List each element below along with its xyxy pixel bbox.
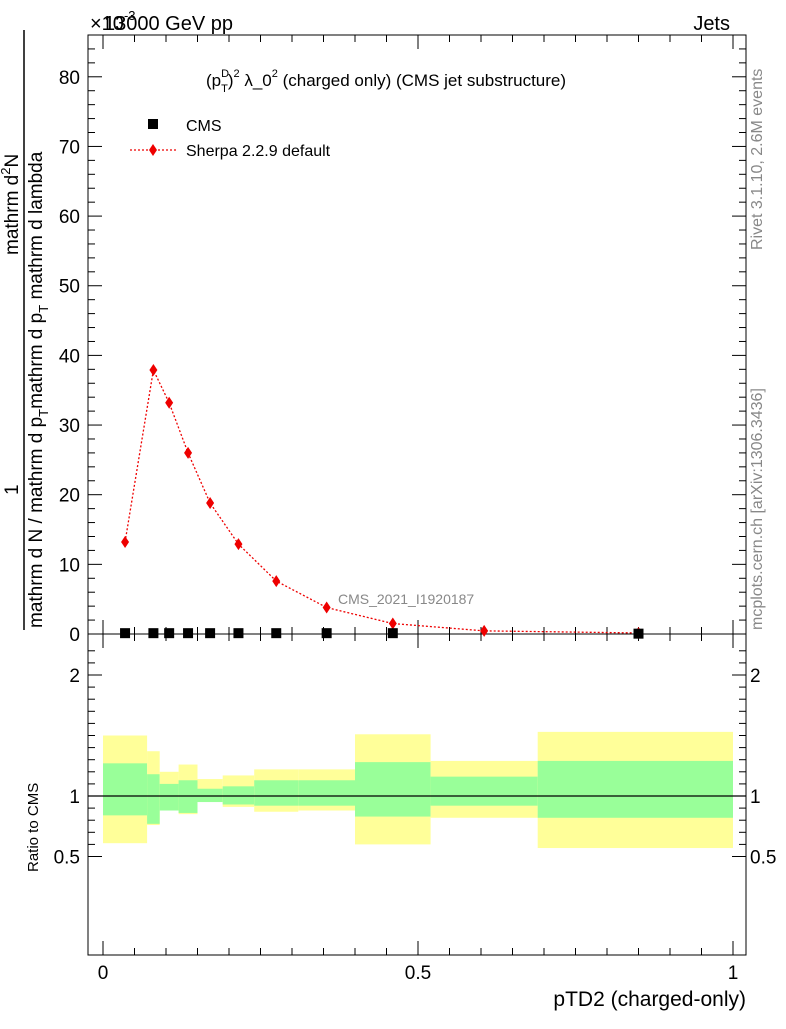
ratio-band-inner <box>430 776 538 806</box>
ratio-ytick-label: 2 <box>69 666 80 687</box>
mc-point <box>234 538 243 551</box>
cms-point <box>120 628 131 639</box>
ratio-frame <box>87 633 747 956</box>
mc-point <box>480 624 489 637</box>
mc-point <box>184 446 193 459</box>
ratio-ytick-label-right: 0.5 <box>750 848 776 869</box>
analysis-id: CMS_2021_I1920187 <box>338 591 474 607</box>
multiplier-label: ×10-3 <box>90 8 136 35</box>
main-ytick-label: 70 <box>59 137 80 158</box>
mc-point <box>272 575 281 588</box>
cms-point <box>183 628 194 639</box>
ratio-xtick-label: 0.5 <box>405 963 431 984</box>
mc-point <box>149 364 158 377</box>
ratio-xtick-label: 0 <box>98 963 109 984</box>
ratio-bands <box>88 731 746 849</box>
mc-point <box>165 396 174 409</box>
cms-point <box>205 628 216 639</box>
ylabel-numerator: 1 <box>2 484 23 495</box>
ratio-band-inner <box>197 788 223 803</box>
main-ytick-label: 10 <box>59 555 80 576</box>
ratio-xtick-label: 1 <box>728 963 739 984</box>
legend-cms-marker <box>148 119 158 129</box>
ratio-band-inner <box>254 780 299 806</box>
cms-point <box>233 628 244 639</box>
ratio-band-inner <box>355 762 431 817</box>
legend-cms-label: CMS <box>186 118 222 135</box>
mc-point <box>206 497 215 510</box>
energy-label: 13000 GeV pp <box>104 13 233 35</box>
main-ytick-label: 50 <box>59 277 80 298</box>
ratio-ylabel: Ratio to CMS <box>25 783 42 872</box>
mcplots-label: mcplots.cern.ch [arXiv:1306.3436] <box>749 388 766 630</box>
ratio-band-inner <box>159 783 179 811</box>
main-ylabel: 1 mathrm d N / mathrm d pTmathrm d pT ma… <box>0 30 51 630</box>
main-ytick-label: 80 <box>59 68 80 89</box>
ratio-ytick-label-right: 1 <box>750 787 761 808</box>
process-label: Jets <box>693 13 730 35</box>
cms-point <box>321 628 332 639</box>
cms-point <box>164 628 175 639</box>
cms-point <box>148 628 159 639</box>
main-ytick-label: 20 <box>59 486 80 507</box>
ratio-axes: 0.5 0.5 1 1 2 2 0 0.5 1 <box>54 633 776 984</box>
ratio-band-inner <box>147 774 160 824</box>
main-ytick-label: 0 <box>69 625 80 646</box>
cms-point <box>387 628 398 639</box>
main-ytick-label: 30 <box>59 416 80 437</box>
main-ytick-label: 40 <box>59 346 80 367</box>
ylabel-numerator-top: mathrm d2N <box>0 154 23 255</box>
legend-mc-label: Sherpa 2.2.9 default <box>186 143 331 160</box>
rivet-label: Rivet 3.1.10, 2.6M events <box>749 69 766 250</box>
main-axes: 0 10 20 30 40 50 60 70 80 <box>59 34 747 646</box>
mc-point <box>322 601 331 614</box>
xlabel: pTD2 (charged-only) <box>553 988 746 1011</box>
ylabel-denominator: mathrm d N / mathrm d pTmathrm d pT math… <box>26 151 51 628</box>
ratio-band-inner <box>298 780 355 806</box>
legend-mc-marker <box>149 144 157 156</box>
ratio-band-inner <box>103 763 148 816</box>
data-series <box>120 628 644 639</box>
cms-point <box>271 628 282 639</box>
main-ytick-label: 60 <box>59 207 80 228</box>
ratio-band-inner <box>537 760 733 818</box>
plot-title: (pD T)2 λ_02 (charged only) (CMS jet subs… <box>206 68 566 95</box>
cms-point <box>633 628 644 639</box>
legend: CMS Sherpa 2.2.9 default <box>130 118 331 160</box>
mc-point <box>388 617 397 630</box>
ratio-ytick-label-right: 2 <box>750 666 761 687</box>
ratio-ytick-label: 1 <box>69 787 80 808</box>
ratio-band-inner <box>222 786 255 805</box>
ratio-ytick-label: 0.5 <box>54 848 80 869</box>
mc-point <box>121 536 130 549</box>
ratio-band-inner <box>178 780 198 813</box>
